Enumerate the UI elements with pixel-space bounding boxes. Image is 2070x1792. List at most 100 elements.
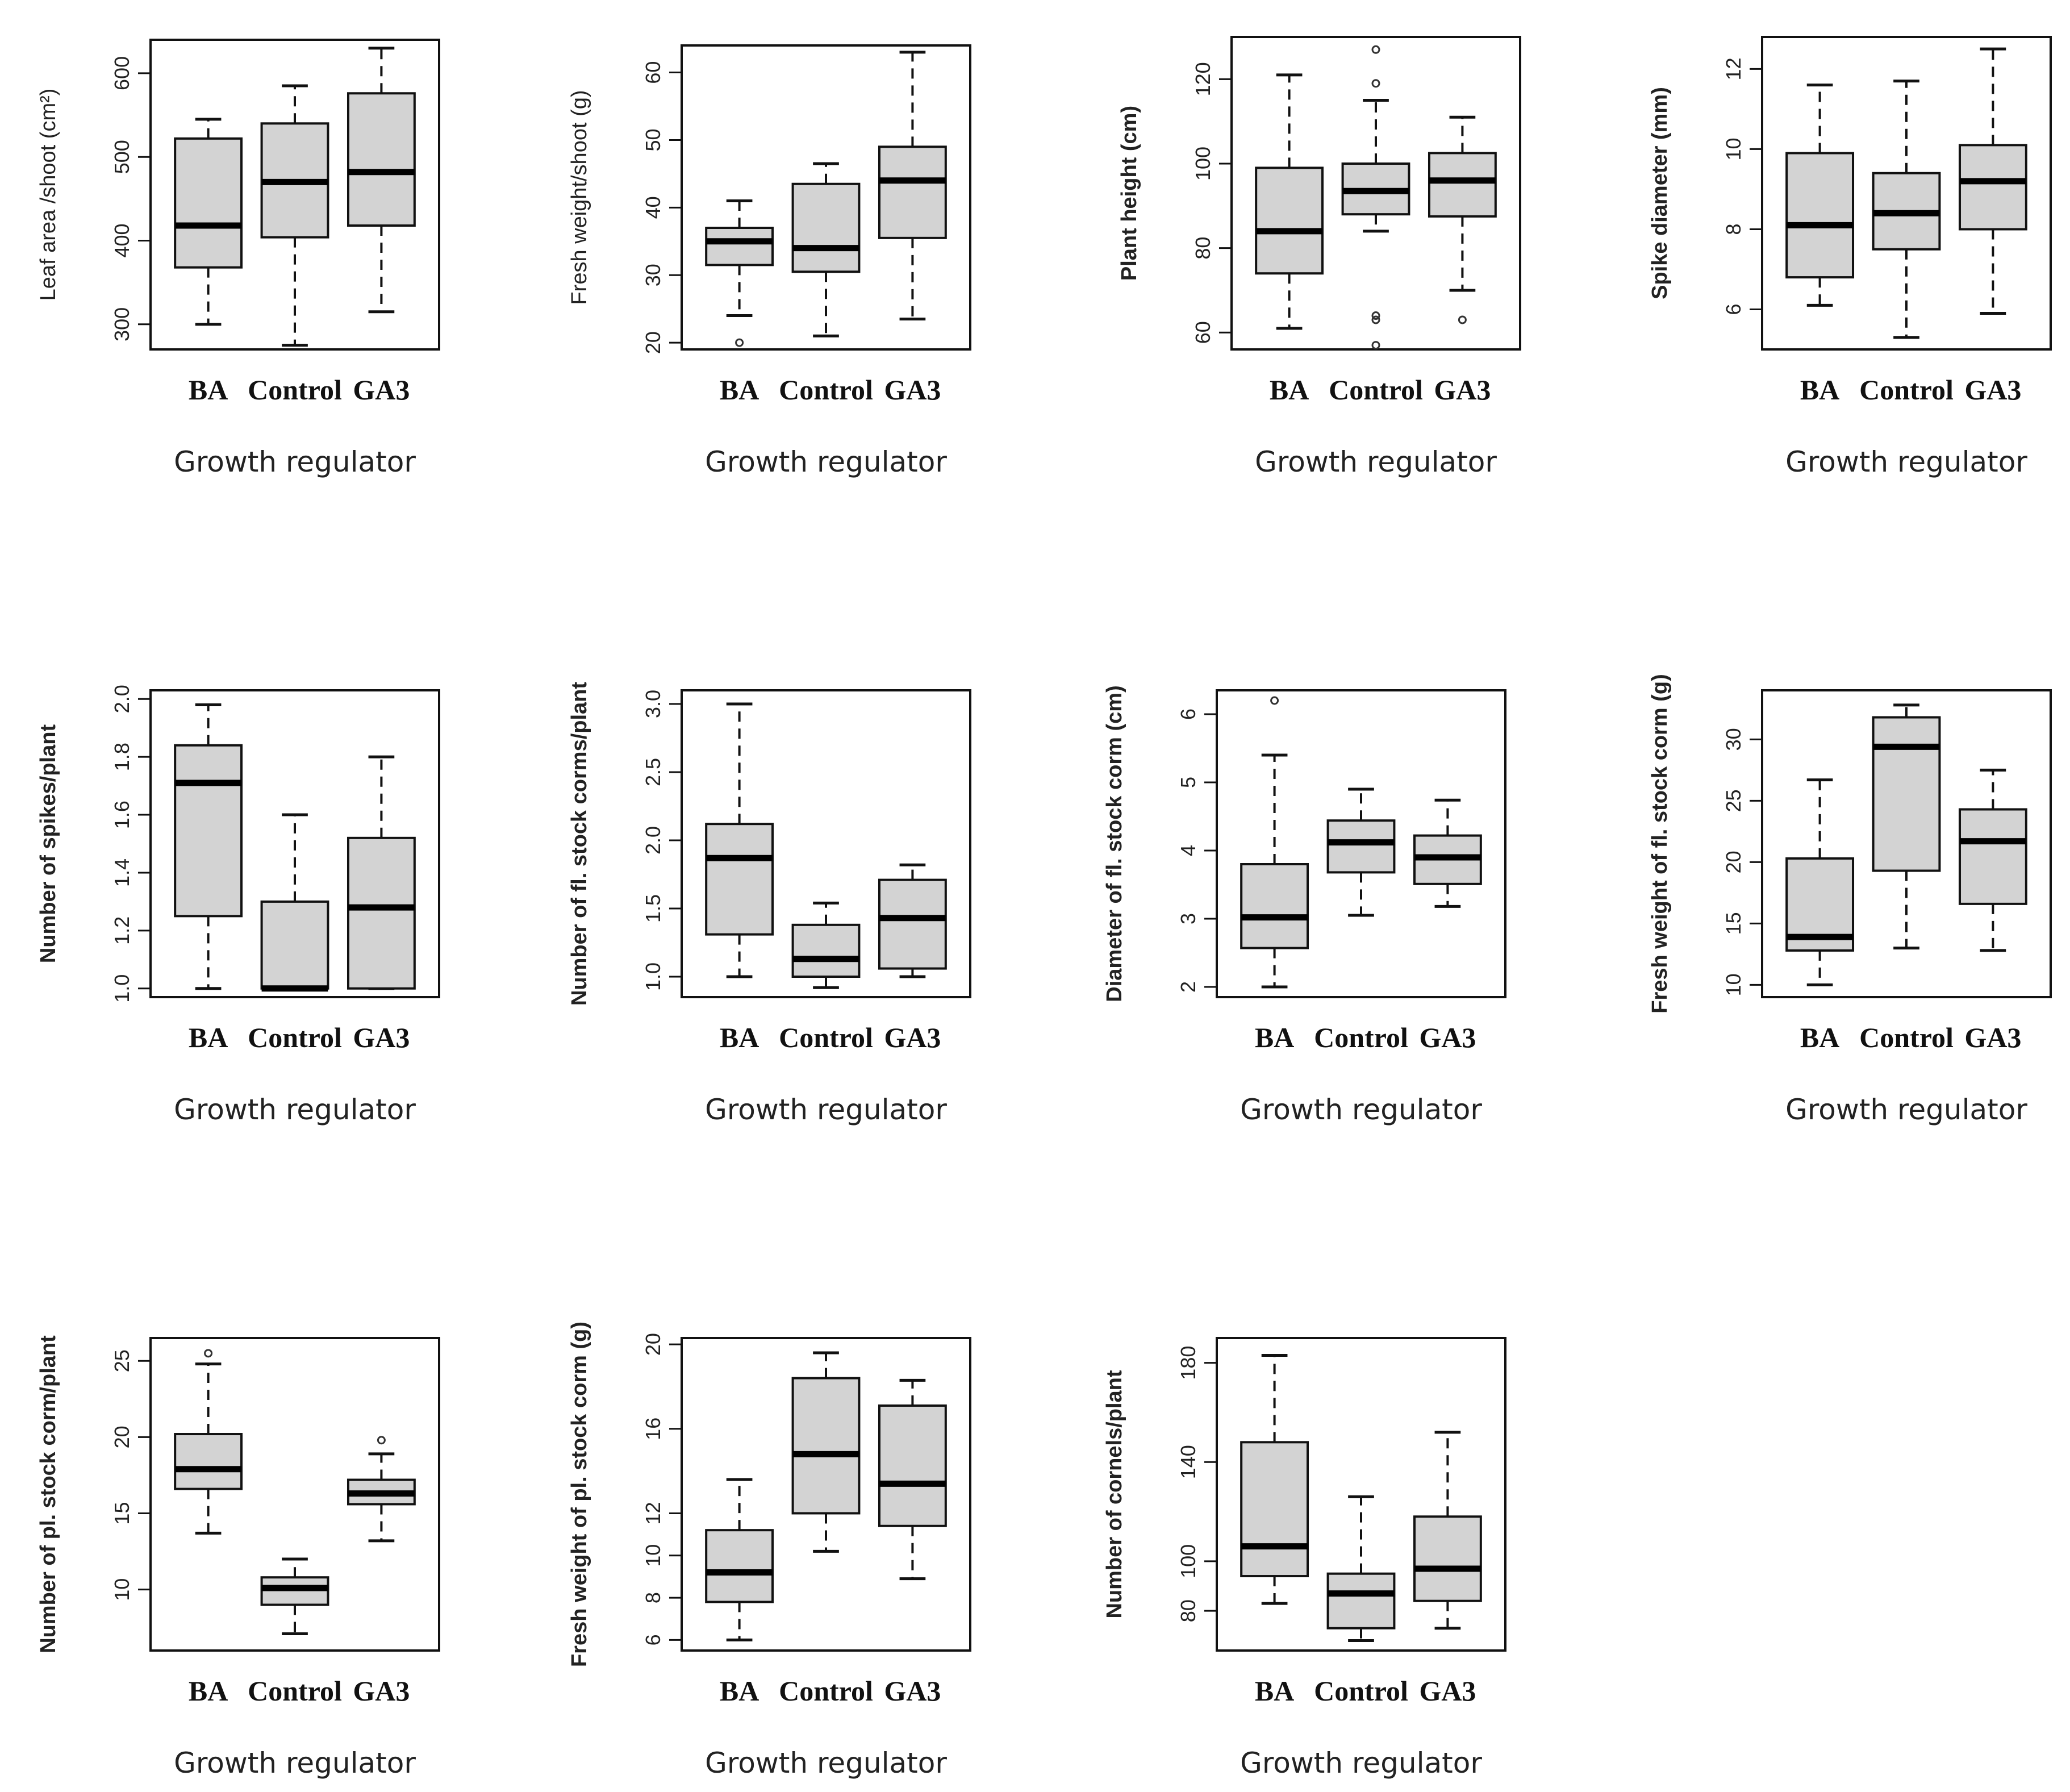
y-tick-label: 140 <box>1176 1445 1200 1479</box>
y-tick-label: 12 <box>1722 57 1745 80</box>
y-tick-label: 16 <box>641 1418 665 1440</box>
y-tick-label: 20 <box>641 331 665 354</box>
y-tick-label: 15 <box>110 1502 133 1525</box>
plot-frame <box>1761 689 2052 998</box>
y-tick-label: 4 <box>1176 845 1200 856</box>
box-ba <box>705 199 774 347</box>
iqr-box <box>347 92 416 227</box>
chart-panel-7: 2 3 4 5 6 Diameter of fl. stock corm (cm) BA Co… <box>1103 685 1506 1126</box>
y-tick-label: 2.5 <box>641 758 665 786</box>
plot-frame <box>1216 689 1506 998</box>
x-category-label: Control <box>1314 1675 1408 1707</box>
y-tick-label: 10 <box>641 1544 665 1567</box>
x-category-label: GA3 <box>884 1675 941 1707</box>
box-ba <box>1785 84 1855 307</box>
outlier-point <box>735 338 744 347</box>
x-axis-label: Growth regulator <box>1240 1093 1482 1126</box>
y-tick-label: 1.0 <box>110 974 133 1003</box>
y-axis-label: Diameter of fl. stock corm (cm) <box>1103 685 1126 1002</box>
y-tick-label: 400 <box>110 223 133 257</box>
outlier-point <box>1371 315 1380 324</box>
y-tick-label: 20 <box>1722 851 1745 873</box>
x-category-label: GA3 <box>353 1675 410 1707</box>
iqr-box <box>1240 863 1309 949</box>
iqr-box <box>705 1529 774 1603</box>
box-ba <box>705 702 774 978</box>
x-axis-label: Growth regulator <box>1785 445 2027 478</box>
y-tick-label: 60 <box>641 61 665 84</box>
x-category-label: BA <box>189 1675 228 1707</box>
x-category-label: GA3 <box>353 1022 410 1053</box>
box-control <box>1326 1495 1396 1643</box>
x-category-label: BA <box>189 1022 228 1053</box>
y-tick-label: 1.5 <box>641 894 665 923</box>
x-axis-label: Growth regulator <box>1255 445 1497 478</box>
y-tick-label: 100 <box>1191 147 1215 181</box>
x-category-label: Control <box>779 1022 873 1053</box>
box-ga3 <box>878 1378 947 1581</box>
chart-panel-10: 6 8 10 12 16 20 Fresh weight of pl. stock corm… <box>567 1322 971 1780</box>
y-tick-label: 180 <box>1176 1346 1200 1380</box>
x-category-label: Control <box>779 1675 873 1707</box>
iqr-box <box>1326 819 1396 874</box>
y-tick-label: 60 <box>1191 321 1215 344</box>
x-axis-label: Growth regulator <box>705 1093 947 1126</box>
outlier-point <box>377 1436 386 1445</box>
y-axis-label: Spike diameter (mm) <box>1648 87 1672 299</box>
chart-panel-4: 6 8 10 12 Spike diameter (mm) BA Control GA3 Gro… <box>1648 36 2052 478</box>
chart-panel-2: 20 30 40 50 60 Fresh weight/shoot (g) BA Contro… <box>567 44 971 478</box>
outlier-point <box>1371 341 1380 350</box>
plot-frame <box>1216 1337 1506 1652</box>
iqr-box <box>174 1433 243 1490</box>
y-tick-label: 80 <box>1176 1599 1200 1622</box>
y-tick-label: 1.0 <box>641 962 665 991</box>
box-ga3 <box>1413 798 1482 908</box>
x-category-label: Control <box>1859 1022 1954 1053</box>
plot-frame <box>149 1337 440 1652</box>
iqr-box <box>1240 1441 1309 1578</box>
chart-panel-5: 1.0 1.2 1.4 1.6 1.8 2.0 Number of spikes/plant… <box>36 685 440 1126</box>
box-ba <box>1240 1354 1309 1605</box>
plot-frame <box>681 44 971 351</box>
box-ba <box>1785 778 1855 986</box>
box-ga3 <box>878 863 947 978</box>
x-category-label: GA3 <box>1434 374 1491 406</box>
box-ba <box>1255 73 1324 330</box>
x-category-label: Control <box>248 1022 342 1053</box>
y-tick-label: 6 <box>1176 709 1200 720</box>
y-tick-label: 1.4 <box>110 859 133 887</box>
x-category-label: GA3 <box>353 374 410 406</box>
chart-panel-1: 300 400 500 600 Leaf area /shoot (cm²) BA Cont… <box>36 39 440 478</box>
iqr-box <box>347 836 416 990</box>
x-category-label: GA3 <box>884 1022 941 1053</box>
y-tick-label: 15 <box>1722 912 1745 935</box>
iqr-box <box>1326 1572 1396 1630</box>
box-control <box>260 813 329 992</box>
x-category-label: Control <box>1859 374 1954 406</box>
outlier-point <box>204 1349 213 1358</box>
iqr-box <box>1785 152 1855 279</box>
y-tick-label: 6 <box>1722 303 1745 315</box>
y-tick-label: 12 <box>641 1502 665 1524</box>
plot-frame <box>149 39 440 351</box>
iqr-box <box>878 878 947 970</box>
y-tick-label: 5 <box>1176 777 1200 788</box>
x-category-label: BA <box>720 1022 759 1053</box>
box-ba <box>705 1478 774 1641</box>
box-ba <box>174 703 243 990</box>
iqr-box <box>878 1404 947 1527</box>
y-tick-label: 2.0 <box>110 685 133 713</box>
iqr-box <box>1428 152 1497 218</box>
iqr-box <box>791 182 861 273</box>
box-ga3 <box>1958 768 2027 952</box>
y-axis-label: Fresh weight of fl. stock corm (g) <box>1648 674 1672 1014</box>
iqr-box <box>1872 716 1941 872</box>
x-axis-label: Growth regulator <box>705 1747 947 1780</box>
plot-frame <box>149 689 440 998</box>
x-axis-label: Growth regulator <box>705 445 947 478</box>
x-axis-label: Growth regulator <box>174 445 416 478</box>
y-axis-label: Number of cornels/plant <box>1103 1370 1126 1618</box>
y-axis-label: Fresh weight of pl. stock corm (g) <box>567 1322 591 1667</box>
y-tick-label: 6 <box>641 1634 665 1645</box>
box-ga3 <box>347 47 416 314</box>
